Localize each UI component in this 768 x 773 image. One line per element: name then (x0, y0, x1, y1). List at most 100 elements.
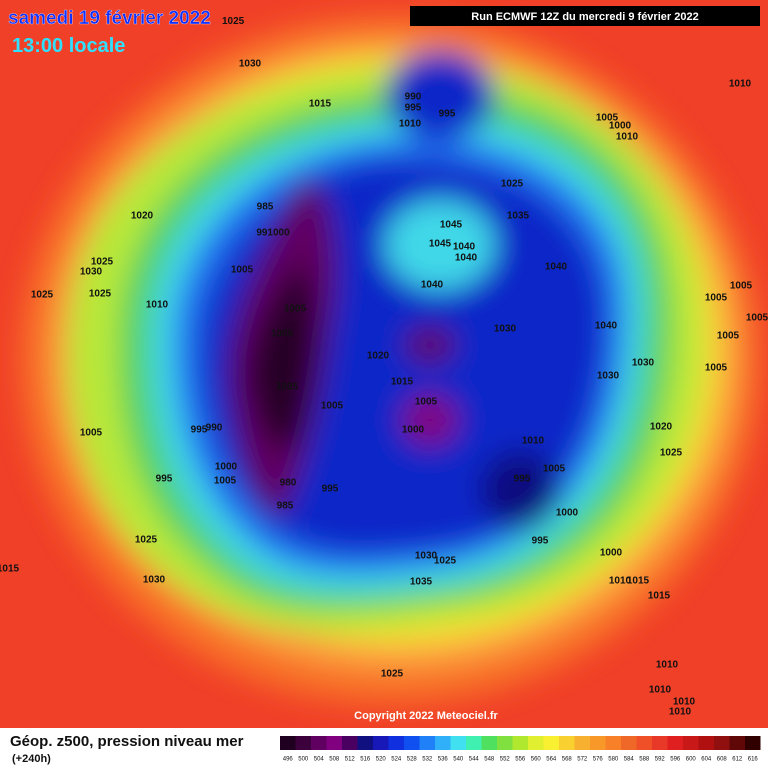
legend-swatch (714, 736, 730, 750)
legend-swatch (683, 736, 699, 750)
pressure-label: 1040 (545, 262, 568, 273)
legend-swatch (528, 736, 544, 750)
pressure-label: 1040 (421, 280, 444, 291)
legend-swatch (280, 736, 296, 750)
pressure-label: 1005 (284, 304, 307, 315)
legend-swatch (388, 736, 404, 750)
pressure-label: 1005 (705, 363, 728, 374)
legend-label: 568 (562, 757, 573, 763)
legend-label: 588 (639, 757, 650, 763)
pressure-label: 1020 (131, 211, 154, 222)
legend-label: 508 (329, 757, 340, 763)
legend-label: 548 (484, 757, 495, 763)
pressure-label: 1005 (321, 401, 344, 412)
pressure-label: 1005 (543, 464, 566, 475)
legend-label: 560 (531, 757, 542, 763)
legend-swatch (497, 736, 513, 750)
legend-label: 536 (438, 757, 449, 763)
legend-swatch (481, 736, 497, 750)
legend-swatch (295, 736, 311, 750)
pressure-label: 1045 (440, 220, 463, 231)
legend-label: 616 (748, 757, 759, 763)
legend-label: 512 (345, 757, 356, 763)
legend-swatch (373, 736, 389, 750)
legend-label: 576 (593, 757, 604, 763)
legend-swatch (574, 736, 590, 750)
legend-swatch (357, 736, 373, 750)
legend-swatch (450, 736, 466, 750)
pressure-label: 995 (439, 109, 456, 120)
pressure-label: 1000 (556, 508, 579, 519)
run-box (410, 6, 760, 26)
pressure-label: 1010 (399, 119, 422, 130)
legend-swatch (698, 736, 714, 750)
pressure-label: 1030 (239, 59, 262, 70)
pressure-label: 1005 (730, 281, 753, 292)
pressure-label: 1015 (648, 591, 671, 602)
pressure-label: 1010 (673, 697, 696, 708)
pressure-label: 1005 (415, 397, 438, 408)
pressure-label: 1005 (705, 293, 728, 304)
date-note: 1025 (222, 16, 245, 27)
pressure-label: 1030 (415, 551, 438, 562)
pressure-label: 1035 (410, 577, 433, 588)
legend-swatch (404, 736, 420, 750)
legend-label: 580 (608, 757, 619, 763)
legend-label: 592 (655, 757, 666, 763)
pressure-label: 1000 (215, 462, 238, 473)
pressure-label: 995 (514, 474, 531, 485)
pressure-label: 995 (405, 103, 422, 114)
pressure-label: 995 (191, 425, 208, 436)
pressure-label: 1030 (632, 358, 655, 369)
legend-label: 584 (624, 757, 635, 763)
pressure-label: 1005 (231, 265, 254, 276)
pressure-label: 1015 (627, 576, 650, 587)
pressure-label: 1010 (656, 660, 679, 671)
pressure-label: 1040 (453, 242, 476, 253)
pressure-label: 985 (257, 202, 274, 213)
legend-label: 504 (314, 757, 325, 763)
pressure-label: 1010 (146, 300, 169, 311)
legend-label: 600 (686, 757, 697, 763)
pressure-label: 1025 (501, 179, 524, 190)
legend: 496 500 504 508 512 516 520 524 528 532 536 540 544 5… (280, 736, 761, 763)
pressure-label: 1030 (494, 324, 517, 335)
legend-swatch (342, 736, 358, 750)
legend-swatch (311, 736, 327, 750)
legend-swatch (667, 736, 683, 750)
pressure-label: 1040 (455, 253, 478, 264)
legend-label: 516 (360, 757, 371, 763)
pressure-label: 1025 (91, 257, 114, 268)
pressure-label: 1000 (600, 548, 623, 559)
pressure-label: 1020 (650, 422, 673, 433)
legend-label: 528 (407, 757, 418, 763)
pressure-label: 1005 (214, 476, 237, 487)
pressure-label: 1025 (660, 448, 683, 459)
legend-swatch (729, 736, 745, 750)
legend-label: 604 (701, 757, 712, 763)
date: samedi 19 février 2022 (8, 8, 211, 29)
legend-swatch (605, 736, 621, 750)
pressure-label: 1020 (367, 351, 390, 362)
copyright: Copyright 2022 Meteociel.fr (354, 710, 498, 722)
legend-swatch (435, 736, 451, 750)
footer-title: Géop. z500, pression niveau mer (10, 733, 244, 750)
pressure-label: 1025 (434, 556, 457, 567)
legend-label: 596 (670, 757, 681, 763)
legend-label: 556 (515, 757, 526, 763)
pressure-label: 1015 (309, 99, 332, 110)
legend-swatch (419, 736, 435, 750)
pressure-label: 995 (322, 484, 339, 495)
pressure-label: 1005 (717, 331, 740, 342)
legend-label: 500 (298, 757, 309, 763)
pressure-label: 1030 (80, 267, 103, 278)
pressure-label: 1010 (522, 436, 545, 447)
pressure-label: 995 (532, 536, 549, 547)
pressure-label: 1015 (0, 564, 20, 575)
pressure-label: 1000 (402, 425, 425, 436)
pressure-label: 1015 (391, 377, 414, 388)
legend-label: 608 (717, 757, 728, 763)
